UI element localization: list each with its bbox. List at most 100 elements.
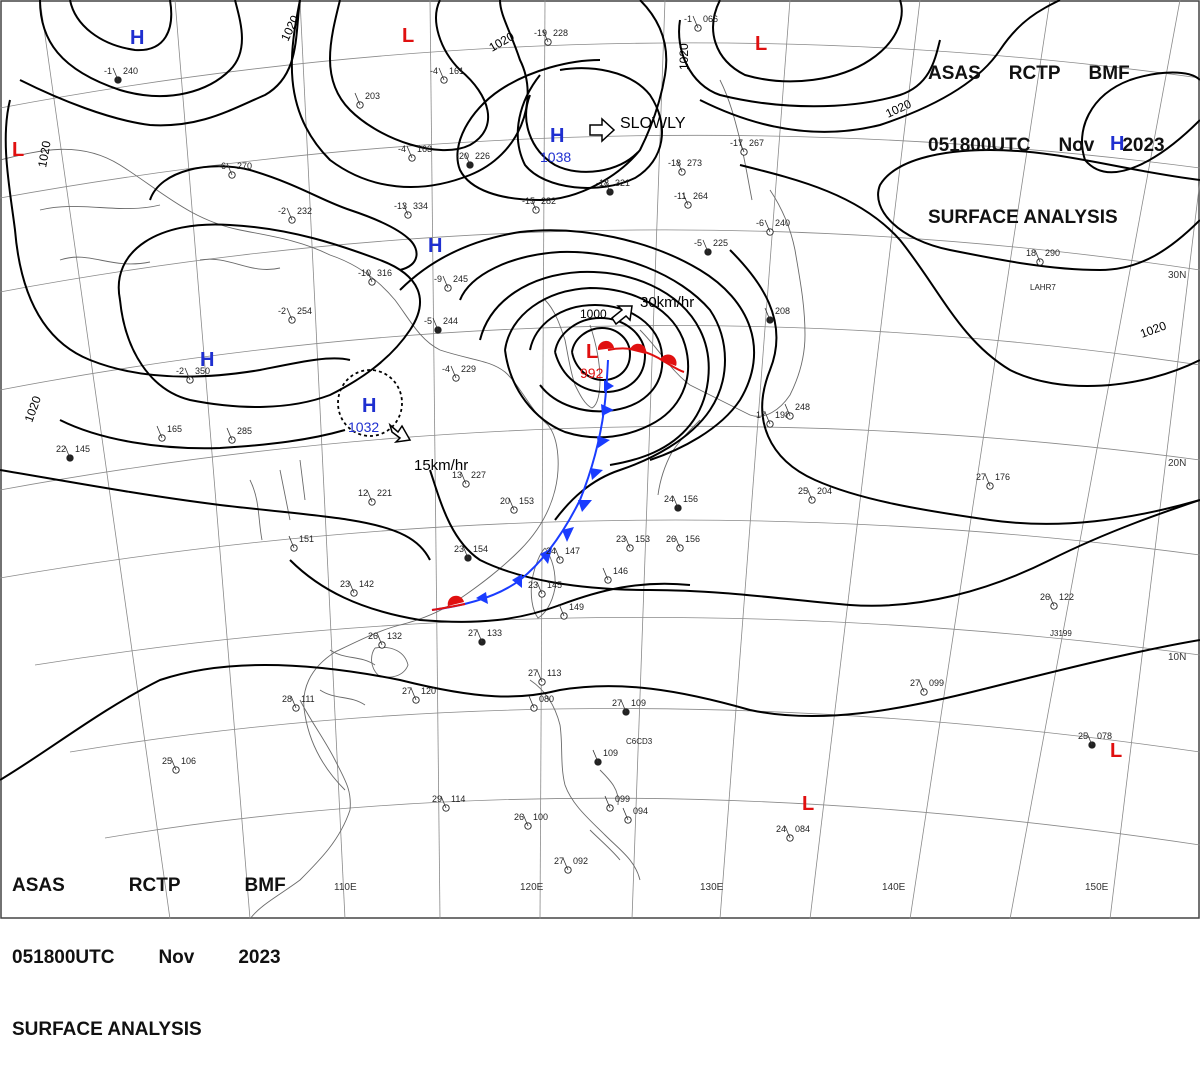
station-pressure: 120 (421, 686, 436, 696)
station-temperature: 25 (162, 756, 172, 766)
weather-map: 1020 1020 1020 1020 1020 1020 1020 1000 … (0, 0, 1200, 919)
station-temperature: -18 (668, 158, 681, 168)
wind-barb-icon (464, 152, 471, 166)
wind-barb-icon (226, 162, 233, 176)
isobar-label: 1000 (580, 307, 607, 321)
wind-barb-icon (290, 695, 297, 709)
station-temperature: 26 (514, 812, 524, 822)
header-time: 051800UTC (12, 947, 115, 968)
station-temperature: -19 (534, 28, 547, 38)
header-code: BMF (1088, 63, 1130, 84)
wind-barb-icon (432, 317, 439, 331)
station-temperature: 28 (282, 694, 292, 704)
header-month: Nov (1058, 135, 1095, 156)
station-pressure: 176 (995, 472, 1010, 482)
station-temperature: -2 (278, 206, 286, 216)
high-center-marker: H (550, 125, 564, 147)
wind-barb-icon (528, 695, 535, 709)
station-pressure: 132 (387, 631, 402, 641)
wind-barb-icon (112, 67, 119, 81)
wind-barb-icon (348, 580, 355, 594)
station-pressure: 145 (547, 580, 562, 590)
station-temperature: 27 (402, 686, 412, 696)
wind-barb-icon (1048, 593, 1055, 607)
cold-front (431, 359, 614, 611)
station-temperature: 26 (1040, 592, 1050, 602)
station-temperature: 13 (452, 470, 462, 480)
station-temperature: 26 (368, 631, 378, 641)
wind-barb-icon (366, 489, 373, 503)
wind-barb-icon (784, 403, 791, 417)
station-pressure: 227 (471, 470, 486, 480)
station-temperature: 27 (528, 668, 538, 678)
wind-barb-icon (286, 207, 293, 221)
latitude-label: 10N (1168, 652, 1186, 663)
station-pressure: 122 (1059, 592, 1074, 602)
wind-barb-icon (354, 92, 361, 106)
wind-barb-icon (702, 239, 709, 253)
wind-barb-icon (402, 202, 409, 216)
arrow-icon (388, 422, 412, 444)
low-center-marker: L (755, 33, 767, 55)
map-header-top: ASAS RCTP BMF 051800UTC Nov 2023 SURFACE… (928, 14, 1165, 254)
high-center-value: 1032 (348, 419, 379, 435)
station-pressure: 080 (539, 694, 554, 704)
station-pressure: 203 (365, 91, 380, 101)
station-temperature: 23 (616, 534, 626, 544)
station-temperature: 24 (776, 824, 786, 834)
ship-id: C6CD3 (626, 737, 653, 746)
station-pressure: 240 (775, 218, 790, 228)
station-temperature: 23 (528, 580, 538, 590)
movement-label: 15km/hr (414, 457, 468, 474)
station-pressure: 229 (461, 364, 476, 374)
station-pressure: 066 (703, 14, 718, 24)
station-pressure: 208 (775, 306, 790, 316)
wind-barb-icon (692, 15, 699, 29)
station-pressure: 156 (683, 494, 698, 504)
graticule (0, 0, 1200, 919)
wind-barb-icon (558, 603, 565, 617)
station-pressure: 290 (1045, 248, 1060, 258)
station-pressure: 244 (443, 316, 458, 326)
station-temperature: 27 (468, 628, 478, 638)
header-title: SURFACE ANALYSIS (12, 1019, 202, 1040)
station-temperature: -11 (674, 191, 686, 201)
isobar-label: 1020 (35, 139, 53, 168)
wind-barb-icon (522, 813, 529, 827)
longitude-label: 110E (334, 882, 357, 893)
station-temperature: 27 (910, 678, 920, 688)
station-pressure: 228 (553, 28, 568, 38)
station-temperature: 27 (976, 472, 986, 482)
latitude-label: 20N (1168, 458, 1186, 469)
station-temperature: 27 (612, 698, 622, 708)
station-pressure: 092 (573, 856, 588, 866)
station-temperature: -17 (730, 138, 743, 148)
high-center-value: 1038 (540, 149, 571, 165)
wind-barb-icon (288, 535, 295, 549)
station-pressure: 153 (635, 534, 650, 544)
low-center-marker: L (802, 793, 814, 815)
station-pressure: 094 (633, 806, 648, 816)
header-month: Nov (158, 947, 195, 968)
wind-barb-icon (450, 365, 457, 379)
header-agency: ASAS (12, 875, 65, 896)
station-pressure: 254 (297, 306, 312, 316)
header-time: 051800UTC (928, 135, 1031, 156)
wind-barb-icon (764, 411, 771, 425)
wind-barb-icon (64, 445, 71, 459)
station-temperature: 24 (664, 494, 674, 504)
station-temperature: -1 (684, 14, 692, 24)
station-pressure: 156 (685, 534, 700, 544)
map-header-bottom: ASAS RCTP BMF 051800UTC Nov 2023 SURFACE… (12, 826, 286, 1066)
station-pressure: 133 (487, 628, 502, 638)
arrow-icon (589, 117, 616, 143)
station-temperature: -15 (522, 196, 535, 206)
station-pressure: 142 (359, 579, 374, 589)
wind-barb-icon (462, 545, 469, 559)
movement-label: 30km/hr (640, 294, 694, 311)
station-pressure: 267 (749, 138, 764, 148)
isobars (0, 0, 1200, 781)
longitude-label: 120E (520, 882, 544, 893)
wind-barb-icon (508, 497, 515, 511)
